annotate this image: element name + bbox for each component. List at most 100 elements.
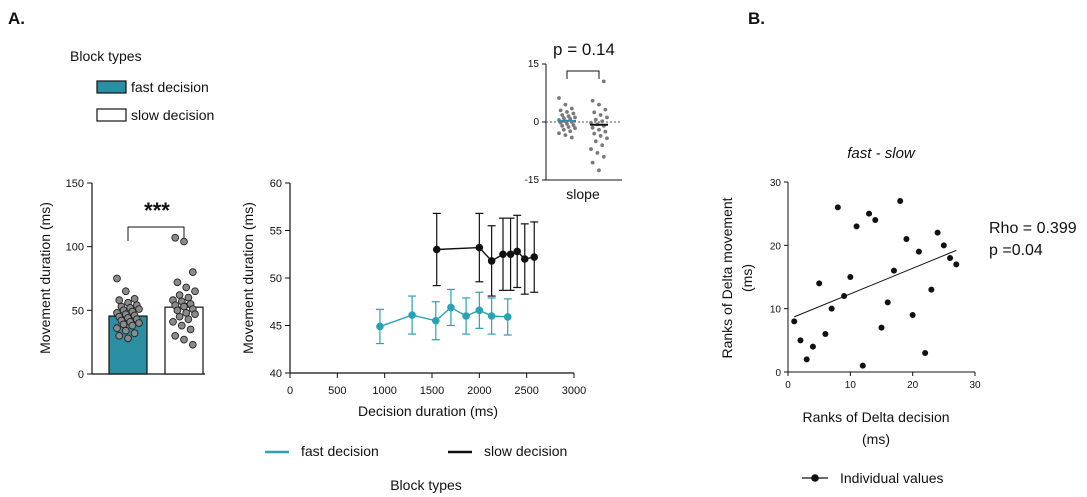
bar-data-point xyxy=(191,310,199,319)
inset-data-point xyxy=(563,102,568,107)
corr-data-point xyxy=(816,280,823,287)
corr-y-tick-label: 10 xyxy=(770,305,782,316)
inset-data-point xyxy=(560,113,565,117)
inset-data-point xyxy=(590,125,595,130)
series-point xyxy=(431,316,440,325)
series-point xyxy=(408,311,416,319)
inset-data-point xyxy=(590,160,595,165)
bar-y-tick-label: 150 xyxy=(66,178,84,190)
corr-rho: Rho = 0.399 xyxy=(989,220,1077,237)
inset-data-point xyxy=(573,115,577,120)
inset-y-tick-label: -15 xyxy=(525,175,540,186)
series-point xyxy=(487,312,496,320)
corr-data-point xyxy=(841,293,848,299)
bar-y-axis-title: Movement duration (ms) xyxy=(37,202,53,354)
corr-y-tick-label: 20 xyxy=(770,241,782,252)
inset-data-point xyxy=(557,96,561,100)
corr-data-point xyxy=(828,305,835,312)
block-types-legend: Block types fast decision slow decision xyxy=(70,48,214,123)
corr-data-point xyxy=(809,343,816,350)
significance-stars: *** xyxy=(144,198,170,223)
legend-swatch-slow xyxy=(96,108,127,122)
inset-data-point xyxy=(566,125,571,129)
inset-data-point xyxy=(569,135,574,140)
inset-data-point xyxy=(568,129,573,134)
series-point xyxy=(513,247,521,256)
corr-x-tick-label: 10 xyxy=(845,380,857,391)
bar-data-point xyxy=(180,302,188,311)
inset-data-point xyxy=(592,110,597,115)
bottom-legend-title: Block types xyxy=(390,477,462,493)
series-point xyxy=(520,255,529,263)
series-point xyxy=(530,253,539,261)
inset-data-point xyxy=(571,123,576,127)
inset-data-point xyxy=(598,134,603,138)
inset-data-point xyxy=(593,117,598,122)
inset-data-point xyxy=(561,127,566,132)
legend-label-slow: slow decision xyxy=(131,107,214,123)
corr-x-tick-label: 0 xyxy=(785,380,791,391)
inset-data-point xyxy=(571,111,576,116)
line-x-tick-label: 3000 xyxy=(562,385,586,397)
bar-data-point xyxy=(115,331,124,340)
corr-data-point xyxy=(834,204,841,211)
corr-data-point xyxy=(953,261,960,268)
bar-data-point xyxy=(115,296,124,304)
line-chart: Movement duration (ms) Decision duration… xyxy=(240,178,586,419)
corr-data-point xyxy=(909,312,916,318)
inset-data-point xyxy=(601,79,606,84)
corr-data-point xyxy=(922,350,929,356)
bar-data-point xyxy=(119,320,128,329)
corr-x-tick-label: 20 xyxy=(907,380,919,391)
corr-data-point xyxy=(822,331,829,337)
inset-data-point xyxy=(569,106,574,111)
panel-b-legend-label: Individual values xyxy=(840,470,944,486)
corr-data-point xyxy=(897,198,904,204)
bar-data-point xyxy=(135,319,143,327)
corr-y-title-line1: Ranks of Delta movement xyxy=(719,197,735,358)
corr-data-point xyxy=(890,267,897,274)
legend-title: Block types xyxy=(70,48,142,64)
series-point xyxy=(376,322,384,331)
bar-data-point xyxy=(135,305,143,313)
corr-fit-line xyxy=(794,249,957,318)
line-y-tick-label: 55 xyxy=(270,226,282,238)
bar-data-point xyxy=(175,291,184,299)
series-point xyxy=(475,243,484,252)
legend-label-fast: fast decision xyxy=(131,79,209,95)
inset-data-point xyxy=(605,136,609,141)
series-point xyxy=(506,250,515,259)
corr-data-point xyxy=(866,210,873,217)
bar-data-point xyxy=(180,237,188,246)
line-x-axis-title: Decision duration (ms) xyxy=(358,403,498,419)
bar-data-point xyxy=(130,295,139,303)
inset-data-point xyxy=(597,127,601,132)
line-y-tick-label: 50 xyxy=(270,273,282,285)
corr-data-point xyxy=(884,299,891,306)
bar-data-point xyxy=(171,331,180,340)
bar-data-point xyxy=(184,315,193,324)
inset-data-point xyxy=(557,131,561,136)
bar-y-tick-label: 0 xyxy=(78,369,84,381)
corr-data-point xyxy=(847,274,854,280)
corr-data-point xyxy=(940,242,947,249)
line-y-tick-label: 60 xyxy=(270,178,282,190)
corr-data-point xyxy=(915,248,922,255)
panel-label-a: A. xyxy=(8,9,25,28)
bar-data-point xyxy=(188,340,197,349)
inset-data-point xyxy=(603,107,608,112)
inset-data-point xyxy=(565,122,569,126)
corr-y-tick-label: 0 xyxy=(775,368,781,379)
corr-data-point xyxy=(928,286,935,293)
series-point xyxy=(499,250,507,259)
line-y-tick-label: 45 xyxy=(270,321,282,333)
panel-b-legend-marker xyxy=(811,474,819,482)
line-x-tick-label: 0 xyxy=(287,385,293,397)
corr-y-title-line2: (ms) xyxy=(739,264,755,292)
inset-data-point xyxy=(560,123,565,128)
bar-data-point xyxy=(171,233,180,242)
inset-data-point xyxy=(589,147,593,151)
corr-data-point xyxy=(859,362,866,369)
corr-data-point xyxy=(872,217,879,223)
bar-y-tick-label: 100 xyxy=(66,242,84,254)
